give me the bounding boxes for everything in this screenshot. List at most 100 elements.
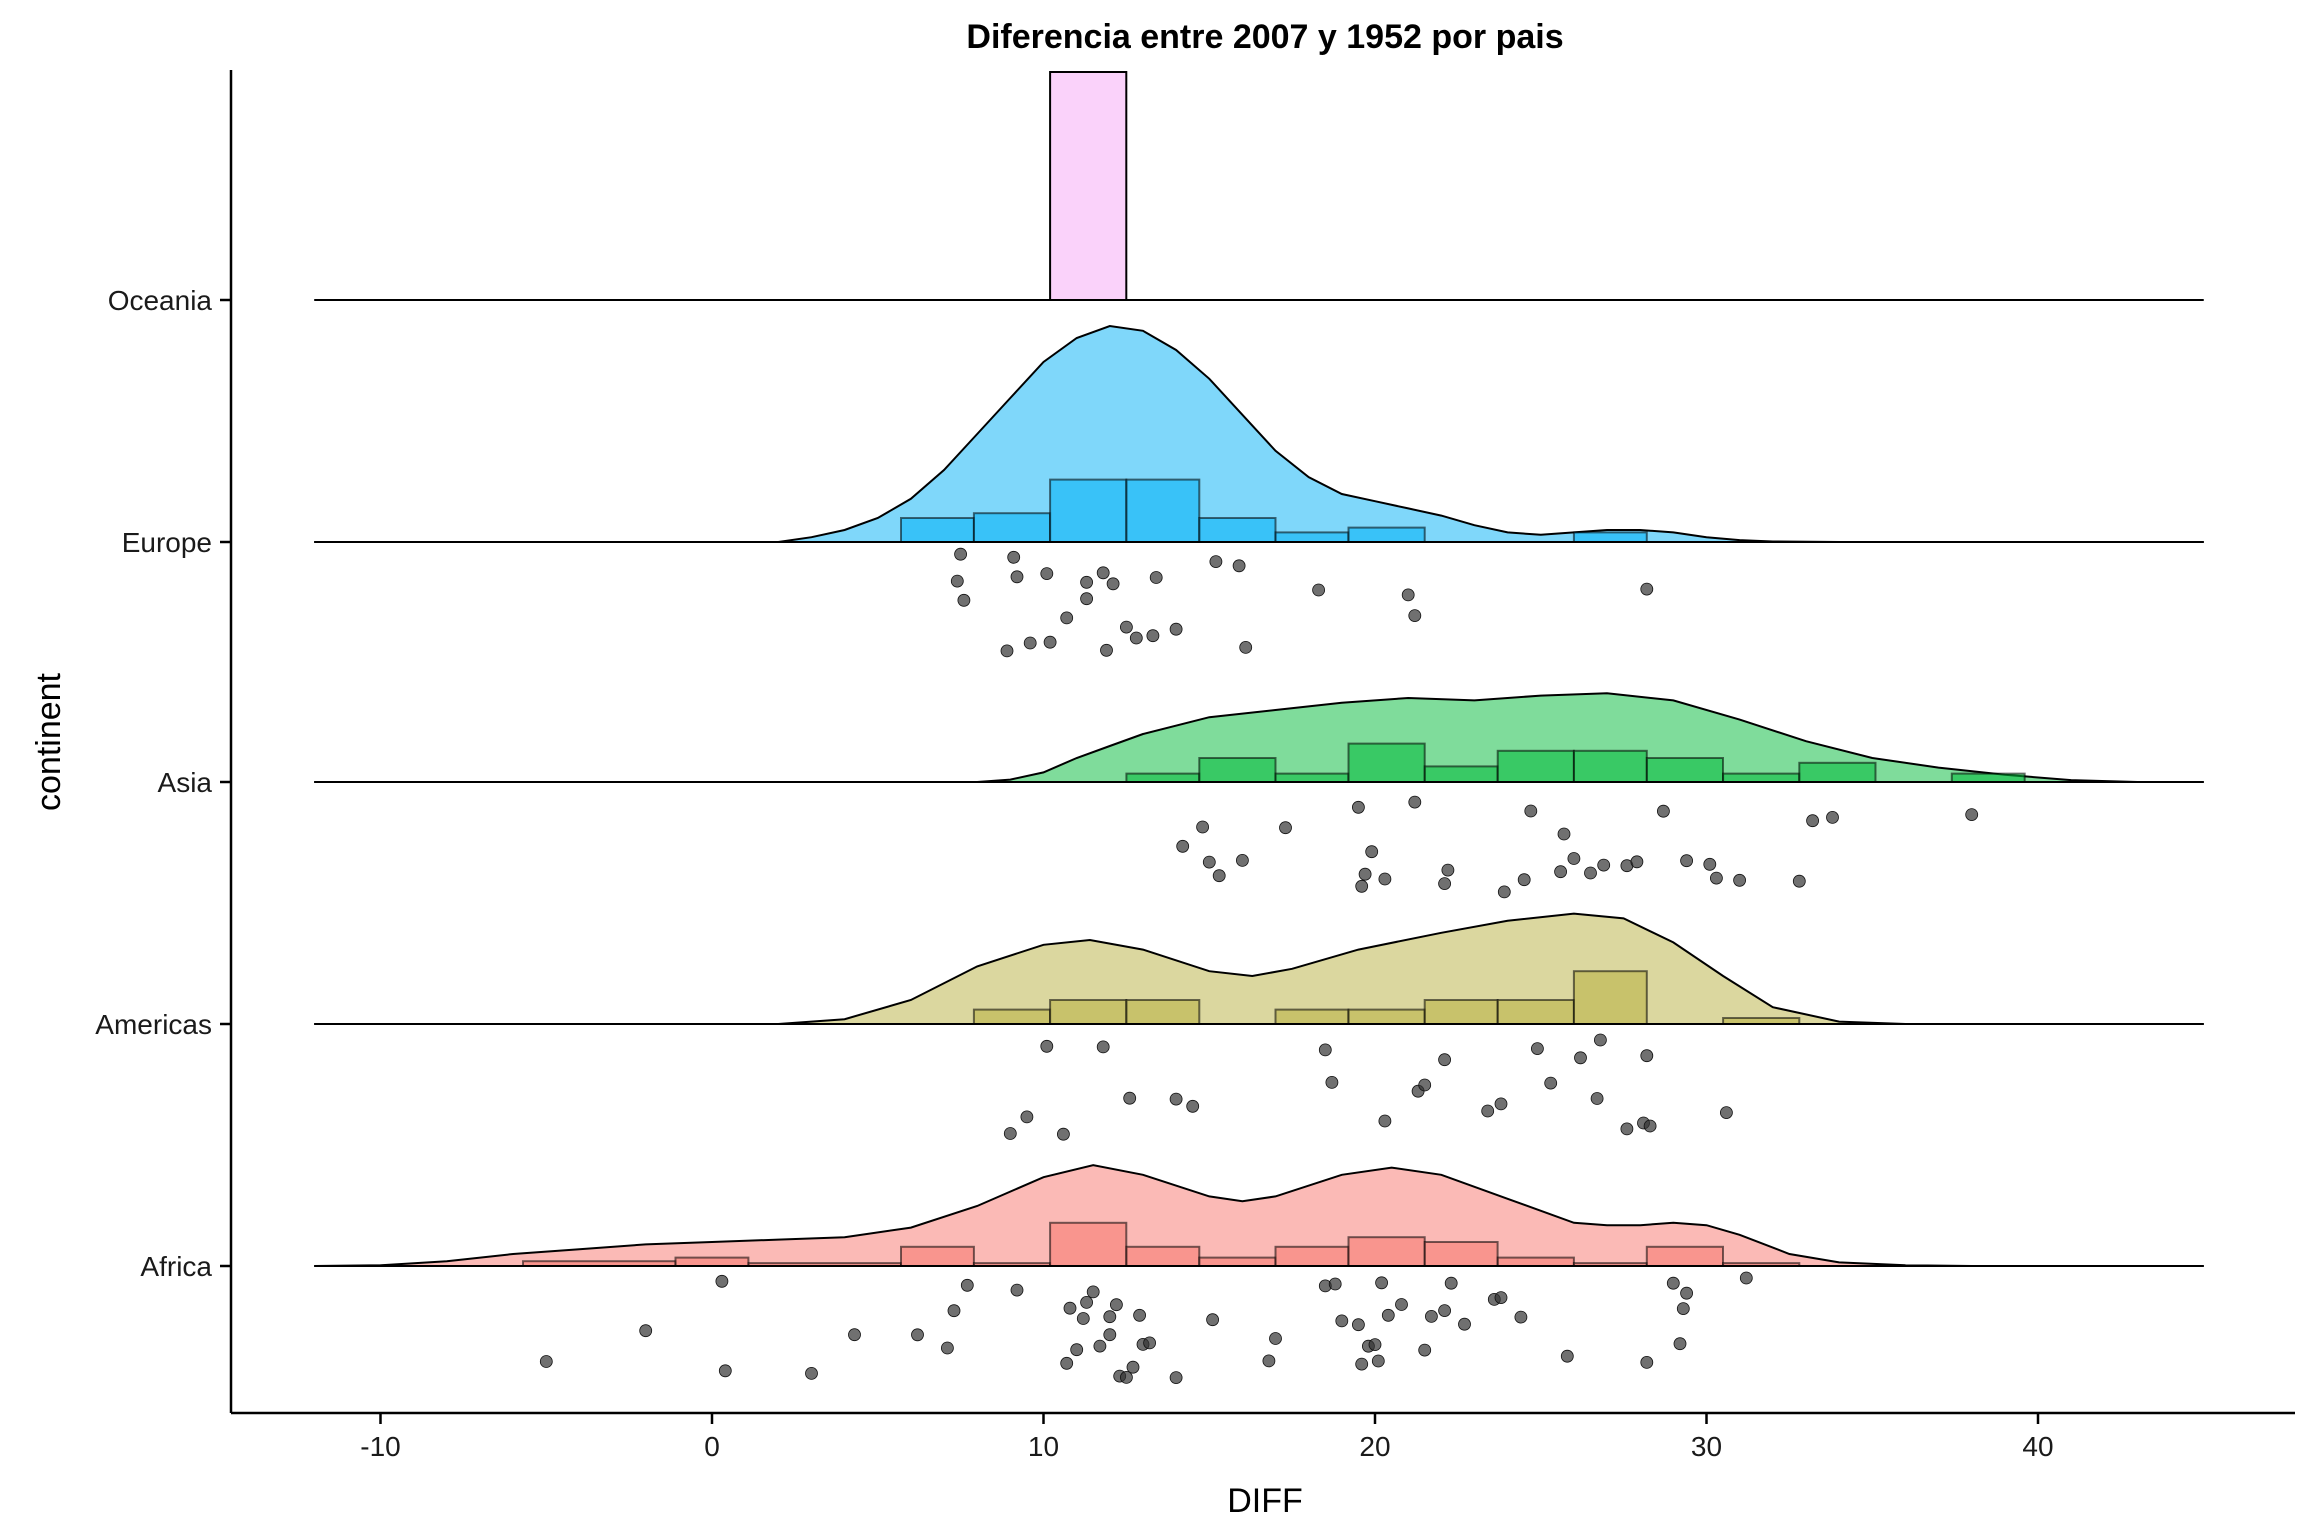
- group-europe: [314, 324, 2204, 658]
- data-point: [805, 1367, 818, 1380]
- data-point: [1043, 635, 1057, 649]
- histogram-bar: [1198, 1256, 1277, 1267]
- histogram-bar: [1198, 757, 1277, 783]
- histogram-bar: [972, 512, 1052, 544]
- data-point: [1176, 839, 1190, 853]
- data-point: [1355, 1357, 1369, 1371]
- group-africa: [314, 1164, 2204, 1384]
- data-point: [1965, 808, 1979, 821]
- histogram-bar: [1198, 517, 1277, 543]
- data-point: [1441, 863, 1455, 877]
- data-point: [1010, 1283, 1024, 1297]
- data-point: [1365, 845, 1379, 859]
- data-point: [1358, 867, 1372, 881]
- data-point: [1418, 1078, 1432, 1092]
- data-point: [1494, 1291, 1508, 1304]
- histogram-bar: [1572, 749, 1648, 783]
- data-point: [1146, 629, 1160, 643]
- data-point: [1057, 1127, 1070, 1141]
- data-point: [1597, 858, 1611, 872]
- data-point: [1269, 1332, 1282, 1345]
- data-point: [1806, 814, 1819, 828]
- data-point: [1401, 588, 1415, 602]
- data-point: [1093, 1339, 1107, 1353]
- data-point: [1378, 1114, 1392, 1128]
- y-tick-label-americas: Americas: [95, 1009, 212, 1040]
- data-point: [1574, 1051, 1587, 1065]
- data-point: [1318, 1043, 1332, 1057]
- data-point: [1494, 1097, 1508, 1111]
- data-point: [1169, 1371, 1183, 1384]
- data-point: [1209, 555, 1223, 568]
- histogram-bar: [1274, 772, 1350, 783]
- histogram-bar: [1496, 1256, 1575, 1267]
- histogram-bar: [900, 517, 975, 543]
- data-point: [1524, 804, 1538, 818]
- data-point: [1381, 1308, 1395, 1322]
- histogram-bar: [1049, 478, 1128, 544]
- x-tick-label: 0: [704, 1431, 720, 1462]
- data-point: [1007, 550, 1021, 564]
- data-point: [1368, 1338, 1382, 1351]
- data-point: [1666, 1276, 1680, 1290]
- y-tick-label-europe: Europe: [122, 527, 212, 558]
- data-point: [1080, 592, 1093, 606]
- data-point: [954, 547, 967, 561]
- histogram-bar: [1645, 757, 1725, 783]
- data-point: [1643, 1119, 1657, 1133]
- histogram-bar: [1423, 1241, 1499, 1267]
- data-point: [1206, 1313, 1219, 1327]
- histogram-bar: [1572, 970, 1648, 1026]
- data-point: [1232, 559, 1246, 573]
- data-point: [1481, 1104, 1495, 1118]
- data-point: [1640, 1049, 1654, 1063]
- data-point: [1020, 1110, 1034, 1124]
- data-point: [1567, 852, 1581, 865]
- data-point: [1560, 1349, 1574, 1363]
- data-point: [1120, 1371, 1133, 1384]
- data-point: [1355, 879, 1369, 893]
- density-asia: [314, 692, 2204, 783]
- x-tick-label: 10: [1028, 1431, 1059, 1462]
- data-point: [1826, 811, 1839, 824]
- data-point: [1710, 871, 1723, 885]
- data-point: [1262, 1354, 1276, 1368]
- data-point: [1444, 1276, 1458, 1290]
- data-point: [1010, 570, 1024, 584]
- plot-area: [314, 71, 2204, 1384]
- histogram-bar: [1950, 772, 2026, 783]
- histogram-bar: [1274, 1245, 1350, 1268]
- data-point: [1060, 611, 1074, 625]
- data-point: [1352, 800, 1365, 814]
- data-point: [715, 1274, 729, 1288]
- points-europe: [950, 547, 1654, 658]
- histogram-bar: [1347, 1236, 1426, 1267]
- points-americas: [1003, 1033, 1733, 1141]
- data-point: [1703, 857, 1717, 871]
- data-point: [1133, 1308, 1146, 1322]
- x-axis-ticks: -10 0 10 20 30 40: [360, 1413, 2054, 1462]
- y-tick-label-africa: Africa: [140, 1251, 212, 1282]
- data-point: [718, 1364, 732, 1378]
- data-point: [1123, 1091, 1137, 1105]
- data-point: [1106, 577, 1120, 591]
- data-point: [1557, 827, 1571, 841]
- data-point: [1202, 855, 1216, 869]
- data-point: [1352, 1318, 1365, 1332]
- data-point: [1086, 1285, 1100, 1299]
- data-point: [1620, 1122, 1634, 1136]
- data-point: [1408, 795, 1422, 809]
- data-point: [1196, 820, 1209, 834]
- histogram-bar: [900, 1245, 975, 1268]
- histogram-bar: [1496, 999, 1575, 1025]
- histogram-bar: [1722, 772, 1801, 783]
- data-point: [1458, 1317, 1471, 1331]
- data-point: [1676, 1302, 1690, 1315]
- data-point: [848, 1328, 861, 1342]
- data-point: [639, 1324, 653, 1338]
- data-point: [1169, 622, 1183, 636]
- data-point: [1371, 1354, 1385, 1368]
- data-point: [1312, 583, 1325, 597]
- data-point: [1003, 1127, 1017, 1140]
